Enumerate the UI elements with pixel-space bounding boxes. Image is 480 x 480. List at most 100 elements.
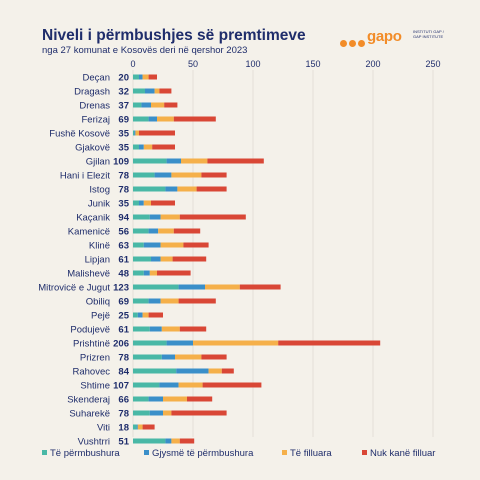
bar-segment-started: [175, 354, 202, 360]
bar-segment-not-started: [202, 382, 262, 388]
category-label: Viti: [97, 423, 110, 434]
bar-segment-started: [178, 382, 203, 388]
category-label: Gjilan: [86, 157, 110, 168]
bar-segment-half-fulfilled: [149, 214, 161, 220]
bar-segment-started: [149, 270, 157, 276]
legend-label-not-started: Nuk kanë filluar: [370, 448, 436, 459]
total-label: 35: [118, 199, 129, 210]
category-label: Hani i Elezit: [60, 171, 111, 182]
bar-segment-fulfilled: [133, 186, 166, 192]
total-label: 66: [118, 395, 129, 406]
legend-item-half-fulfilled: Gjysmë të përmbushura: [144, 448, 253, 459]
category-label: Deçan: [83, 73, 110, 84]
bar-segment-fulfilled: [133, 382, 160, 388]
legend-swatch-started: [282, 449, 287, 455]
total-label: 25: [118, 311, 129, 322]
total-label: 20: [118, 73, 129, 84]
category-label: Rahovec: [73, 367, 111, 378]
bar-segment-not-started: [196, 186, 227, 192]
legend-swatch-not-started: [362, 449, 367, 455]
bar-segment-half-fulfilled: [149, 326, 162, 332]
category-label: Malishevë: [67, 269, 110, 280]
bar-segment-not-started: [221, 368, 234, 374]
total-label: 69: [118, 115, 129, 126]
bar-segment-half-fulfilled: [176, 368, 209, 374]
x-tick-label: 50: [188, 59, 198, 69]
category-label: Fushë Kosovë: [49, 129, 110, 140]
total-label: 78: [118, 409, 129, 420]
category-label: Skenderaj: [67, 395, 110, 406]
bar-segment-not-started: [172, 256, 207, 262]
bar-segment-fulfilled: [133, 410, 150, 416]
total-label: 51: [118, 437, 129, 448]
bar-segment-fulfilled: [133, 242, 144, 248]
category-label: Mitrovicë e Jugut: [38, 283, 110, 294]
bar-segment-not-started: [183, 242, 209, 248]
bar-segment-started: [154, 88, 160, 94]
total-label: 61: [118, 325, 129, 336]
legend-label-half-fulfilled: Gjysmë të përmbushura: [152, 448, 254, 459]
category-label: Pejë: [91, 311, 110, 322]
category-label: Drenas: [79, 101, 110, 112]
bar-segment-fulfilled: [133, 396, 149, 402]
bar-segment-fulfilled: [133, 74, 139, 80]
category-label: Kamenicë: [68, 227, 110, 238]
total-label: 84: [118, 367, 129, 378]
total-label: 32: [118, 87, 129, 98]
total-label: 94: [118, 213, 129, 224]
bar-segment-half-fulfilled: [165, 438, 172, 444]
bar-segment-half-fulfilled: [166, 158, 181, 164]
bar-segment-fulfilled: [133, 424, 137, 430]
bar-segment-half-fulfilled: [137, 312, 143, 318]
total-label: 35: [118, 129, 129, 140]
bar-segment-fulfilled: [133, 326, 150, 332]
bar-segment-started: [158, 228, 174, 234]
bar-segment-started: [160, 298, 179, 304]
bar-segment-started: [160, 242, 184, 248]
bar-segment-not-started: [179, 214, 246, 220]
bar-segment-started: [142, 312, 149, 318]
bar-segment-not-started: [142, 424, 155, 430]
total-label: 69: [118, 297, 129, 308]
legend-label-fulfilled: Të përmbushura: [50, 448, 120, 459]
bar-segment-fulfilled: [133, 438, 166, 444]
bar-segment-fulfilled: [133, 200, 139, 206]
bar-segment-fulfilled: [133, 116, 149, 122]
bar-segment-started: [137, 424, 143, 430]
bar-segment-not-started: [173, 116, 216, 122]
total-label: 78: [118, 353, 129, 364]
total-label: 107: [113, 381, 129, 392]
bar-segment-half-fulfilled: [148, 228, 159, 234]
bar-segment-half-fulfilled: [143, 242, 161, 248]
bar-segment-fulfilled: [133, 270, 144, 276]
bar-segment-not-started: [148, 74, 157, 80]
legend-item-fulfilled: Të përmbushura: [42, 448, 120, 459]
total-label: 48: [118, 269, 129, 280]
category-label: Istog: [89, 185, 110, 196]
bar-segment-not-started: [179, 438, 195, 444]
bar-segment-half-fulfilled: [154, 172, 172, 178]
bar-segment-not-started: [179, 326, 207, 332]
bar-segment-fulfilled: [133, 158, 167, 164]
bar-segment-not-started: [201, 172, 227, 178]
category-label: Gjakovë: [75, 143, 110, 154]
bar-segment-half-fulfilled: [148, 116, 157, 122]
bar-segment-not-started: [278, 340, 381, 346]
total-label: 37: [118, 101, 129, 112]
logo-wordmark: gapo: [367, 28, 402, 45]
category-label: Prishtinë: [73, 339, 110, 350]
x-tick-label: 100: [245, 59, 260, 69]
bar-segment-half-fulfilled: [148, 298, 161, 304]
bar-segment-started: [161, 326, 180, 332]
category-label: Podujevë: [70, 325, 110, 336]
bar-segment-not-started: [164, 102, 178, 108]
category-label: Ferizaj: [81, 115, 110, 126]
bar-segment-not-started: [239, 284, 281, 290]
bar-segment-started: [163, 410, 172, 416]
bar-segment-started: [171, 172, 202, 178]
legend-label-started: Të filluara: [290, 448, 332, 459]
category-label: Lipjan: [85, 255, 110, 266]
bar-segment-fulfilled: [133, 340, 167, 346]
bar-segment-started: [157, 116, 174, 122]
bar-segment-not-started: [178, 298, 216, 304]
